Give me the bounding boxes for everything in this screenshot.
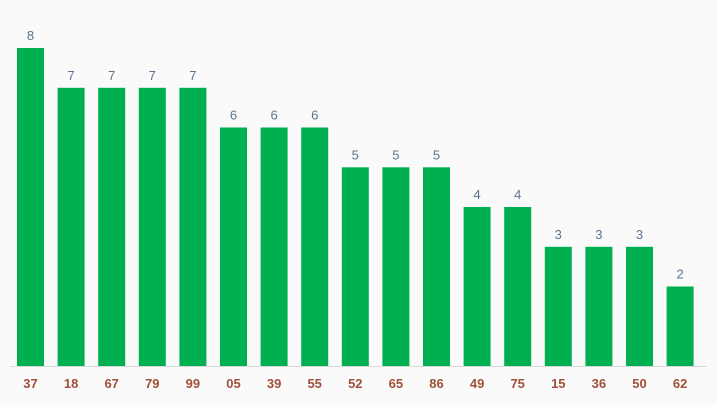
bar-65 bbox=[382, 167, 410, 367]
bar-79 bbox=[138, 87, 166, 367]
value-label-37: 8 bbox=[27, 28, 34, 43]
x-tick-label-65: 65 bbox=[389, 376, 403, 391]
bar-62 bbox=[666, 286, 694, 366]
x-tick-label-62: 62 bbox=[673, 376, 687, 391]
value-label-50: 3 bbox=[636, 227, 643, 242]
x-tick-label-39: 39 bbox=[267, 376, 281, 391]
value-label-49: 4 bbox=[473, 187, 480, 202]
value-label-65: 5 bbox=[392, 147, 399, 162]
x-tick-label-52: 52 bbox=[348, 376, 362, 391]
x-axis-tick-labels: 37 18 67 79 99 05 39 55 52 65 86 49 75 15 36 50 62 bbox=[23, 376, 687, 391]
bar-37 bbox=[17, 48, 44, 366]
bar-05 bbox=[220, 127, 247, 366]
x-tick-label-37: 37 bbox=[23, 376, 37, 391]
value-labels-group: 8 7 7 7 7 6 6 6 5 5 5 4 4 3 3 3 2 bbox=[27, 28, 684, 282]
x-tick-label-55: 55 bbox=[307, 376, 321, 391]
value-label-15: 3 bbox=[555, 227, 562, 242]
value-label-75: 4 bbox=[514, 187, 521, 202]
value-label-86: 5 bbox=[433, 147, 440, 162]
bars-group bbox=[17, 48, 694, 367]
x-tick-label-86: 86 bbox=[429, 376, 443, 391]
bar-49 bbox=[463, 207, 491, 366]
value-label-67: 7 bbox=[108, 68, 115, 83]
bar-36 bbox=[585, 246, 613, 367]
bar-55 bbox=[301, 127, 329, 366]
value-label-05: 6 bbox=[230, 108, 237, 123]
x-tick-label-75: 75 bbox=[510, 376, 524, 391]
x-tick-label-50: 50 bbox=[632, 376, 646, 391]
bar-15 bbox=[544, 246, 572, 367]
value-label-52: 5 bbox=[352, 147, 359, 162]
x-tick-label-49: 49 bbox=[470, 376, 484, 391]
x-tick-label-79: 79 bbox=[145, 376, 159, 391]
value-label-99: 7 bbox=[189, 68, 196, 83]
value-label-55: 6 bbox=[311, 108, 318, 123]
bar-99 bbox=[179, 87, 207, 367]
value-label-79: 7 bbox=[149, 68, 156, 83]
value-label-36: 3 bbox=[595, 227, 602, 242]
x-tick-label-36: 36 bbox=[592, 376, 606, 391]
x-tick-label-15: 15 bbox=[551, 376, 565, 391]
value-label-39: 6 bbox=[270, 108, 277, 123]
bar-18 bbox=[57, 87, 85, 367]
bar-75 bbox=[504, 207, 532, 366]
value-label-18: 7 bbox=[67, 68, 74, 83]
x-tick-label-67: 67 bbox=[104, 376, 118, 391]
bar-39 bbox=[260, 127, 288, 366]
bar-86 bbox=[423, 167, 450, 367]
value-label-62: 2 bbox=[676, 267, 683, 282]
x-tick-label-05: 05 bbox=[226, 376, 240, 391]
bar-67 bbox=[98, 87, 126, 367]
bar-52 bbox=[341, 167, 369, 367]
bar-50 bbox=[626, 246, 653, 367]
x-tick-label-99: 99 bbox=[186, 376, 200, 391]
x-tick-label-18: 18 bbox=[64, 376, 78, 391]
